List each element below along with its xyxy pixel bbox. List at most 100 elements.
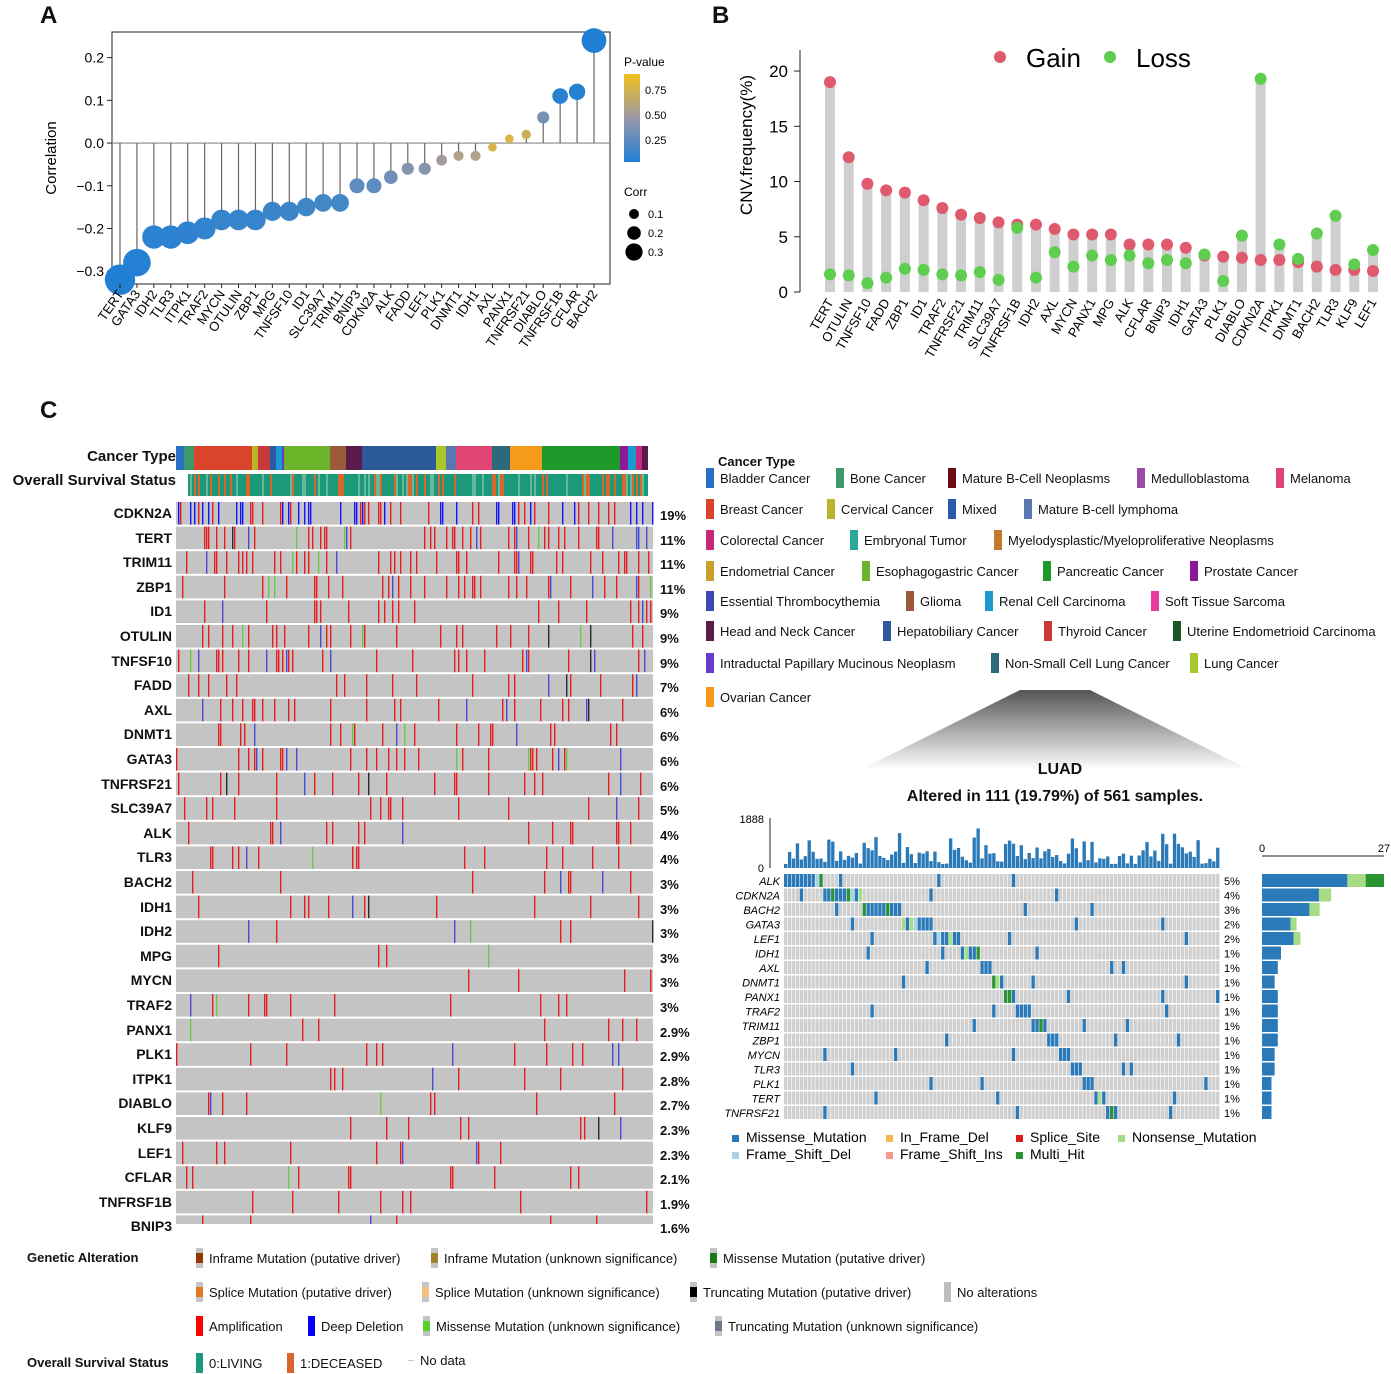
oncoprint-row-bg: [176, 625, 653, 648]
alteration-mark: [302, 1018, 304, 1042]
oncoplot-cell: [917, 1048, 921, 1061]
alteration-mark: [272, 821, 274, 845]
oncoplot-cell: [1007, 888, 1012, 902]
oncoplot-cell: [791, 990, 796, 1003]
oncoplot-cell: [835, 975, 839, 989]
alteration-mark: [274, 698, 276, 722]
oncoplot-cell: [1157, 961, 1161, 974]
legend-swatch: [827, 499, 835, 519]
alteration-mark: [356, 846, 358, 869]
oncoplot-cell: [929, 1091, 933, 1105]
oncoplot-cell: [980, 874, 984, 887]
oncoplot-cell: [1102, 1077, 1106, 1090]
oncoplot-cell: [893, 1033, 898, 1047]
oncoplot-cell: [1055, 990, 1059, 1003]
alteration-mark: [476, 526, 478, 550]
oncoplot-cell: [819, 1091, 823, 1105]
cancer-type-segment: [270, 446, 276, 470]
oncoplot-cell: [1003, 903, 1008, 916]
oncoplot-cell: [799, 946, 804, 960]
oncoplot-cell: [882, 1091, 886, 1105]
oncoplot-cell: [1200, 1091, 1204, 1105]
alteration-mark: [528, 526, 530, 550]
survival-cell: [530, 474, 532, 496]
oncoprint-row-bg: [176, 871, 653, 894]
survival-cell: [472, 474, 474, 496]
oncoplot-cell: [1098, 1106, 1102, 1119]
survival-cell: [624, 474, 626, 496]
oncoprint-gene-label: CFLAR: [124, 1169, 172, 1186]
cancer-type-segment: [176, 446, 184, 470]
genetic-alteration-legend-item: Missense Mutation (putative driver): [710, 1248, 925, 1268]
oncoplot-cell: [784, 1048, 788, 1061]
oncoplot-cell: [838, 946, 843, 960]
alteration-mark: [428, 502, 430, 525]
oncoplot-cell: [1204, 975, 1208, 989]
oncoplot-cell: [1196, 961, 1200, 974]
oncoplot-cell: [909, 932, 914, 945]
oncoplot-cell: [1023, 874, 1027, 887]
oncoplot-cell: [909, 1019, 914, 1032]
alteration-mark: [350, 625, 352, 648]
oncoplot-cell: [1082, 1048, 1086, 1061]
alteration-mark: [518, 551, 520, 574]
alteration-mark: [218, 723, 220, 746]
oncoplot-cell: [956, 888, 961, 902]
oncoplot-cell: [827, 1077, 831, 1090]
oncoplot-cell: [1125, 990, 1130, 1003]
oncoplot-cell: [1133, 888, 1137, 902]
oncoplot-cell: [1047, 946, 1051, 960]
oncoplot-cell: [799, 990, 804, 1003]
alteration-mark: [212, 994, 214, 1017]
oncoplot-cell: [933, 903, 937, 916]
oncoplot-cell: [1117, 1033, 1122, 1047]
mutation-cell: [909, 917, 914, 931]
survival-cell: [292, 474, 294, 496]
oncoplot-cell: [866, 1077, 870, 1090]
oncoplot-cell: [1204, 932, 1208, 945]
oncoplot-cell: [1070, 946, 1075, 960]
survival-cell: [500, 474, 502, 496]
oncoplot-cell: [1165, 1106, 1169, 1119]
oncoplot-cell: [858, 1019, 862, 1032]
survival-cell: [576, 474, 578, 496]
cancer-type-legend-title: Cancer Type: [718, 454, 796, 469]
oncoplot-cell: [1200, 903, 1204, 916]
oncoplot-cell: [1086, 1091, 1090, 1105]
tmb-bar: [1066, 853, 1071, 868]
oncoplot-cell: [925, 990, 929, 1003]
alteration-mark: [624, 551, 626, 574]
survival-cell: [494, 474, 496, 496]
oncoplot-cell: [1121, 888, 1126, 902]
alteration-mark: [332, 772, 334, 796]
oncoplot-legend-swatch: [886, 1152, 893, 1159]
oncoplot-cell: [791, 975, 796, 989]
oncoplot-cell: [835, 1033, 839, 1047]
oncoplot-cell: [815, 1019, 819, 1032]
alteration-mark: [514, 551, 516, 574]
survival-cell: [628, 474, 630, 496]
cancer-type-legend-item: Mixed: [948, 499, 997, 519]
alteration-mark: [382, 723, 384, 746]
oncoplot-cell: [1129, 917, 1133, 931]
survival-cell: [386, 474, 388, 496]
oncoplot-cell: [1019, 990, 1024, 1003]
alteration-mark: [220, 698, 222, 722]
oncoprint-gene-label: ALK: [143, 824, 172, 841]
oncoplot-cell: [1145, 903, 1149, 916]
oncoplot-cell: [1184, 903, 1188, 916]
oncoplot-cell: [1051, 990, 1055, 1003]
mutation-cell: [976, 946, 980, 960]
oncoplot-cell: [1196, 1019, 1200, 1032]
oncoplot-cell: [956, 961, 961, 974]
alteration-mark: [644, 649, 646, 673]
loss-point: [936, 268, 949, 281]
mutation-cell: [960, 946, 965, 960]
oncoplot-cell: [1102, 1004, 1106, 1018]
oncoplot-cell: [1180, 1004, 1185, 1018]
oncoplot-cell: [1043, 1004, 1047, 1018]
oncoplot-cell: [846, 917, 851, 931]
oncoplot-cell: [1027, 1033, 1031, 1047]
oncoplot-cell: [787, 1048, 792, 1061]
